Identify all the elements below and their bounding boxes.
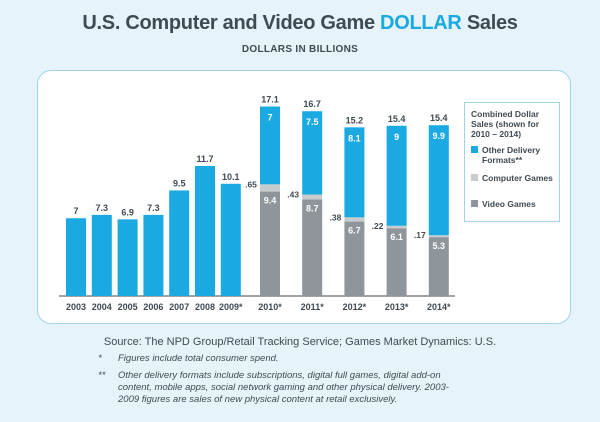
computer-label-2011: .43 (287, 190, 299, 200)
footnote-1-text: Figures include total consumer spend. (118, 353, 279, 364)
x-tick-label-2004: 2004 (92, 302, 112, 312)
chart-subtitle: DOLLARS IN BILLIONS (241, 44, 359, 55)
total-label-2013: 15.4 (388, 114, 406, 124)
total-label-2004: 7.3 (96, 203, 109, 213)
bar-computer-2013 (386, 225, 407, 229)
bar-2003 (66, 218, 86, 296)
x-tick-label-2012: 2012* (343, 302, 367, 312)
title-text-end: Sales (461, 12, 518, 34)
total-label-2009: 10.1 (222, 172, 240, 182)
bar-video-2013 (386, 228, 407, 296)
title-highlight: DOLLAR (380, 12, 462, 34)
other-label-2012: 8.1 (348, 133, 361, 143)
x-tick-label-2009: 2009* (219, 302, 243, 312)
legend: Combined Dollar Sales (shown for 2010 – … (464, 102, 560, 222)
bar-video-2012 (344, 221, 365, 296)
bar-chart: 7 7.3 6.9 7.3 9.5 11.7 10.1 9.4 7 .65 17.1 8.7 7.5 .4… (59, 95, 455, 312)
bar-video-2010 (260, 191, 280, 296)
bar-other-2014 (428, 125, 449, 236)
legend-title: Combined Dollar Sales (shown for 2010 – … (471, 109, 540, 139)
total-label-2008: 11.7 (196, 154, 213, 164)
bar-computer-2010 (260, 184, 280, 192)
bar-other-2012 (344, 127, 365, 218)
bar-2006 (143, 214, 164, 296)
computer-label-2014: .17 (414, 230, 426, 240)
x-tick-label-2006: 2006 (143, 302, 163, 312)
video-label-2012: 6.7 (348, 226, 361, 236)
legend-label-video: Video Games (482, 199, 536, 209)
total-label-2012: 15.2 (346, 115, 364, 125)
bar-computer-2011 (302, 194, 323, 200)
x-tick-label-2011: 2011* (301, 302, 325, 312)
chart-title: U.S. Computer and Video Game DOLLAR Sale… (0, 12, 600, 35)
x-tick-label-2007: 2007 (169, 302, 189, 312)
footnote-1-mark: * (98, 353, 102, 364)
title-text-start: U.S. Computer and Video Game (82, 12, 381, 34)
computer-label-2010: .65 (245, 179, 257, 189)
bar-2007 (169, 190, 190, 296)
other-label-2013: 9 (394, 132, 399, 142)
bar-video-2011 (302, 199, 323, 296)
x-tick-label-2014: 2014* (427, 302, 451, 312)
x-tick-label-2013: 2013* (385, 302, 409, 312)
legend-swatch-video (471, 200, 478, 207)
legend-swatch-computer (471, 174, 478, 181)
video-label-2011: 8.7 (306, 203, 319, 213)
total-label-2014: 15.4 (430, 113, 448, 123)
footnote-2-mark: ** (98, 370, 106, 381)
video-label-2013: 6.1 (390, 232, 403, 242)
bar-computer-2012 (344, 217, 365, 222)
bar-other-2011 (302, 111, 323, 195)
legend-label-other: Other Delivery Formats** (482, 145, 541, 165)
total-label-2005: 6.9 (121, 207, 134, 217)
x-tick-label-2010: 2010* (258, 302, 282, 312)
bar-other-2013 (386, 125, 407, 226)
bar-video-2014 (428, 237, 449, 296)
computer-label-2013: .22 (372, 221, 384, 231)
bar-2005 (117, 219, 138, 296)
other-label-2011: 7.5 (306, 117, 319, 127)
video-label-2010: 9.4 (264, 196, 277, 206)
legend-swatch-other (471, 146, 478, 153)
bar-2004 (91, 214, 112, 296)
total-label-2011: 16.7 (303, 99, 321, 109)
bar-2008 (195, 166, 215, 296)
other-label-2014: 9.9 (433, 131, 446, 141)
legend-label-computer: Computer Games (482, 173, 553, 183)
video-label-2014: 5.3 (433, 241, 446, 251)
bar-computer-2014 (428, 235, 449, 238)
total-label-2003: 7 (73, 206, 78, 216)
bar-other-2010 (260, 106, 280, 185)
x-tick-label-2003: 2003 (66, 302, 86, 312)
other-label-2010: 7 (267, 113, 272, 123)
footnote-2-text: Other delivery formats include subscript… (118, 370, 449, 405)
total-label-2007: 9.5 (173, 178, 186, 188)
bar-2009 (220, 183, 241, 296)
x-tick-label-2005: 2005 (118, 302, 138, 312)
total-label-2006: 7.3 (147, 203, 160, 213)
x-tick-label-2008: 2008 (195, 302, 215, 312)
source-line: Source: The NPD Group/Retail Tracking Se… (103, 336, 497, 348)
total-label-2010: 17.1 (261, 95, 279, 105)
computer-label-2012: .38 (329, 212, 341, 222)
